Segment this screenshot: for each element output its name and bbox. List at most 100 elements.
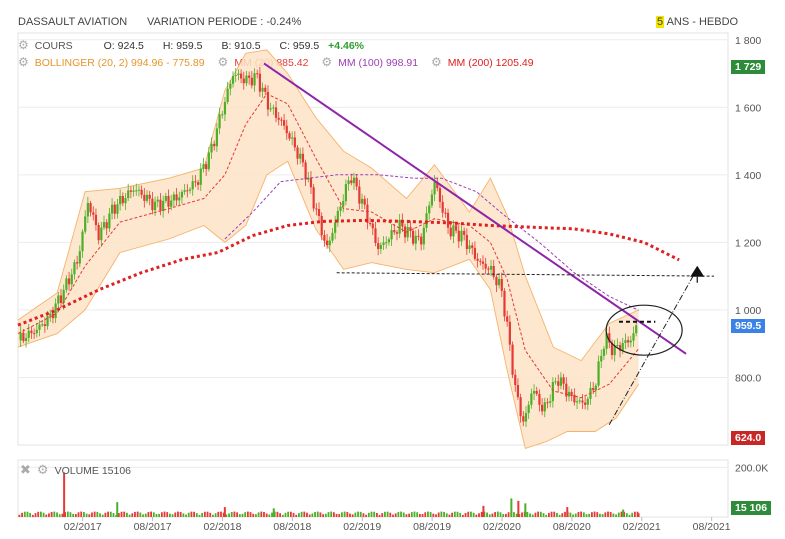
volume-bar <box>488 514 491 517</box>
x-tick-label: 08/2017 <box>134 521 172 533</box>
volume-bar <box>590 512 593 517</box>
candle-body <box>127 190 130 199</box>
candle-body <box>226 88 229 103</box>
volume-bar <box>392 514 394 517</box>
candle-body <box>449 227 452 237</box>
candle-body <box>629 340 632 343</box>
candle-body <box>600 355 603 362</box>
volume-bar <box>346 512 349 517</box>
volume-bar <box>295 514 298 517</box>
candle-body <box>519 397 522 417</box>
volume-bar <box>615 514 617 517</box>
legend-close: C: 959.5 <box>279 40 320 52</box>
volume-bar <box>601 514 604 517</box>
mm200-gear-icon[interactable]: ⚙ <box>431 55 442 69</box>
candle-body <box>535 390 538 394</box>
candle-body <box>86 202 89 217</box>
candle-body <box>573 394 576 403</box>
candle-body <box>328 240 331 246</box>
volume-bar <box>39 511 42 517</box>
volume-bar <box>198 514 201 517</box>
volume-bar <box>212 514 214 517</box>
candle-body <box>532 390 536 394</box>
volume-bar <box>18 514 21 517</box>
candle-body <box>610 342 614 356</box>
candle-body <box>414 235 417 244</box>
volume-bar <box>625 513 628 517</box>
volume-bar <box>214 513 217 517</box>
volume-bar <box>435 514 437 517</box>
volume-bar <box>85 513 88 517</box>
volume-bar <box>152 512 155 517</box>
volume-bar <box>628 514 631 517</box>
volume-spike-bar <box>63 472 66 517</box>
volume-spike-bar <box>524 503 527 517</box>
volume-bar <box>526 511 529 517</box>
volume-bar <box>128 514 131 517</box>
volume-bar <box>416 512 419 517</box>
volume-bar <box>542 513 545 517</box>
candle-body <box>229 83 232 89</box>
volume-bar <box>56 512 58 517</box>
volume-bar <box>502 514 505 517</box>
x-tick-label: 02/2018 <box>203 521 241 533</box>
candle-body <box>78 251 81 264</box>
mm100-gear-icon[interactable]: ⚙ <box>321 55 333 69</box>
volume-bar <box>453 511 456 517</box>
volume-bar <box>306 512 308 517</box>
volume-bar <box>599 513 601 517</box>
volume-bar <box>464 513 467 517</box>
volume-bar <box>101 514 104 517</box>
volume-bar <box>604 512 607 517</box>
candle-body <box>412 230 415 244</box>
mm20-gear-icon[interactable]: ⚙ <box>217 55 229 69</box>
candle-body <box>403 226 407 238</box>
volume-bar <box>268 514 271 517</box>
candle-body <box>350 180 353 184</box>
candle-body <box>489 265 493 270</box>
volume-gear-icon[interactable]: ⚙ <box>36 462 49 477</box>
bollinger-gear-icon[interactable]: ⚙ <box>18 55 29 69</box>
x-tick-label: 08/2019 <box>413 521 451 533</box>
mm200-line <box>17 218 680 327</box>
volume-bar <box>99 513 101 517</box>
volume-bar <box>386 511 389 517</box>
volume-bar <box>480 511 483 517</box>
candle-body <box>481 261 485 264</box>
volume-bar <box>83 512 85 517</box>
volume-bar <box>513 512 515 517</box>
candle-body <box>549 401 552 403</box>
candle-body <box>213 143 216 147</box>
candle-body <box>578 400 581 402</box>
x-tick-label: 08/2018 <box>273 521 311 533</box>
volume-bar <box>448 514 451 517</box>
volume-bar <box>582 512 585 517</box>
volume-bar <box>193 511 196 517</box>
volume-bar <box>607 511 609 517</box>
volume-bar <box>58 514 61 517</box>
period-selector[interactable]: 5 ANS - HEBDO <box>656 16 738 28</box>
candle-body <box>264 87 267 92</box>
legend-open: O: 924.5 <box>103 40 144 52</box>
close-volume-icon[interactable]: ✖ <box>20 462 31 477</box>
mm20-line <box>17 93 639 399</box>
cours-gear-icon[interactable]: ⚙ <box>18 38 29 52</box>
volume-bar <box>61 513 64 517</box>
candle-body <box>296 147 299 159</box>
candle-body <box>234 74 237 76</box>
volume-bar <box>515 513 518 517</box>
volume-bar <box>72 513 75 517</box>
candle-body <box>498 278 501 286</box>
candle-body <box>110 204 114 214</box>
candle-body <box>121 196 124 204</box>
candle-body <box>444 212 447 214</box>
volume-bar <box>107 511 109 517</box>
volume-bar <box>408 513 411 517</box>
candle-body <box>632 333 635 341</box>
candle-body <box>592 388 595 391</box>
volume-spike-bar <box>622 509 625 517</box>
volume-bar <box>486 512 488 517</box>
volume-bar <box>475 514 478 517</box>
volume-bar <box>421 513 424 517</box>
